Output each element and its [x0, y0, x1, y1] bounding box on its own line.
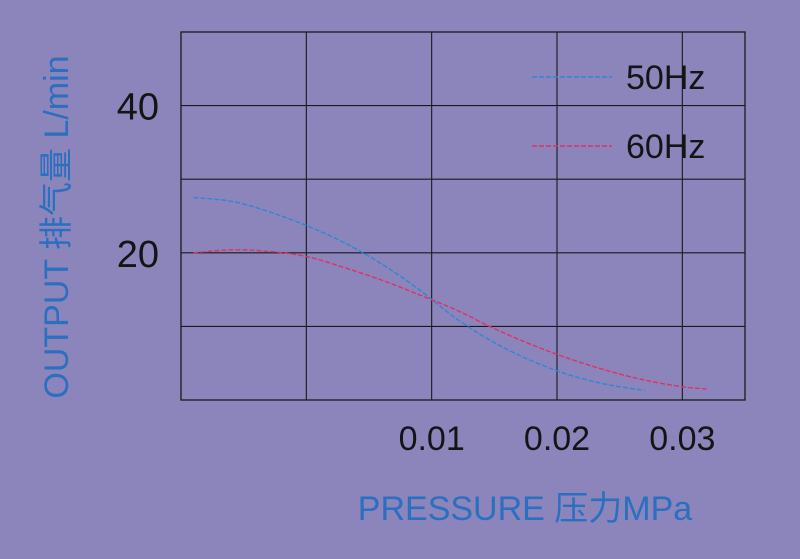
- legend-label-50hz: 50Hz: [626, 59, 705, 97]
- x-tick-label: 0.02: [524, 420, 590, 458]
- legend-label-60hz: 60Hz: [626, 128, 705, 166]
- y-tick-label: 40: [117, 87, 159, 129]
- x-tick-label: 0.01: [399, 420, 465, 458]
- tick-labels: 0.01 0.02 0.03 20 40: [117, 87, 716, 458]
- y-axis-title: OUTPUT 排气量 L/min: [38, 55, 76, 398]
- x-axis-title: PRESSURE 压力MPa: [358, 490, 692, 528]
- legend: 50Hz 60Hz: [532, 59, 705, 166]
- grid: [180, 31, 746, 401]
- series-line-50hz: [193, 196, 645, 392]
- series-lines: [193, 196, 708, 392]
- series-line-60hz: [193, 249, 708, 390]
- x-tick-label: 0.03: [649, 420, 715, 458]
- plot-frame: [180, 31, 746, 401]
- y-tick-label: 20: [117, 234, 159, 276]
